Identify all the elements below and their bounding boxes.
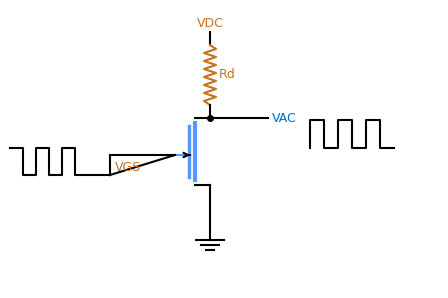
Text: VAC: VAC [272,111,297,125]
Text: VDC: VDC [197,17,224,30]
Text: VGS: VGS [115,161,141,174]
Text: Rd: Rd [219,69,236,81]
